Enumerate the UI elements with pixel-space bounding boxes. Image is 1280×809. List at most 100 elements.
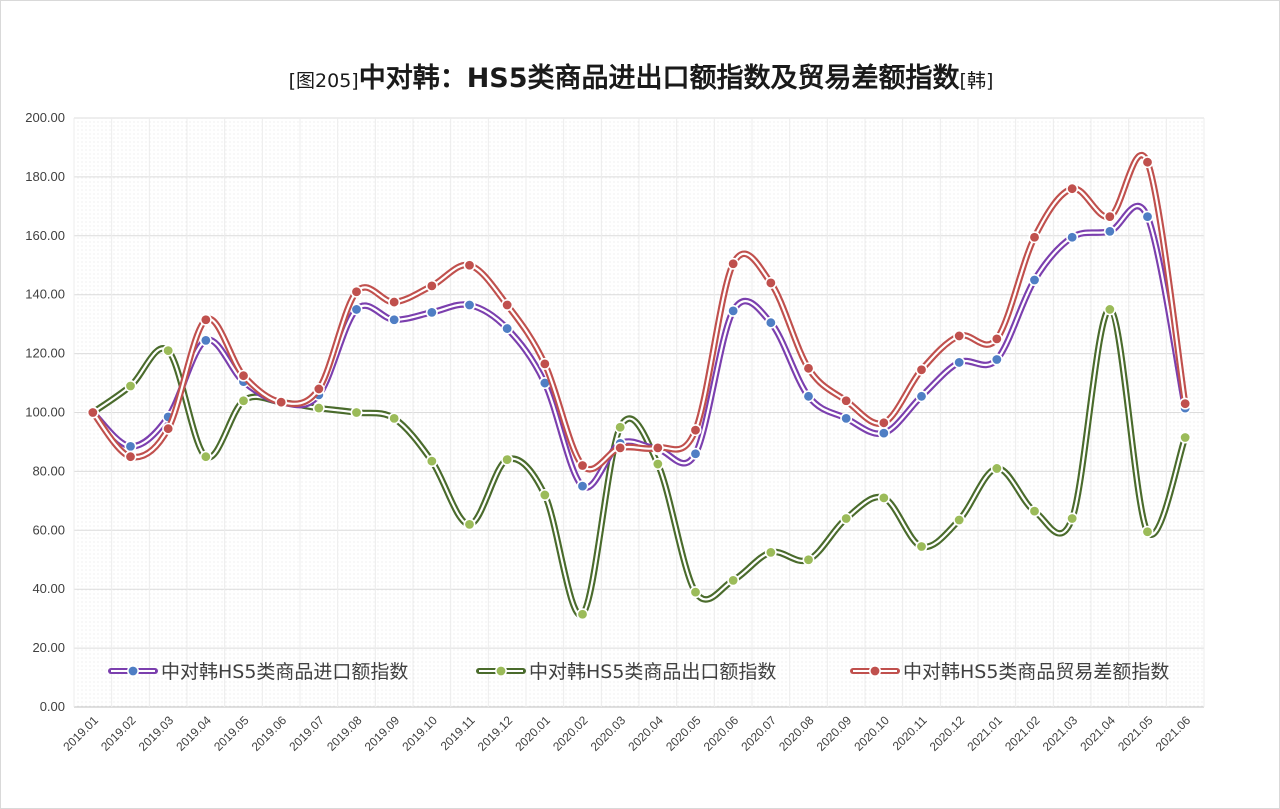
data-point xyxy=(1103,225,1116,238)
x-tick-label: 2019.10 xyxy=(399,713,440,754)
data-point xyxy=(1066,231,1079,244)
data-point xyxy=(877,491,890,504)
data-point xyxy=(501,299,514,312)
legend-label: 中对韩HS5类商品出口额指数 xyxy=(529,661,776,683)
data-point xyxy=(425,306,438,319)
x-tick-label: 2020.07 xyxy=(738,713,779,754)
data-point xyxy=(275,396,288,409)
data-point xyxy=(990,332,1003,345)
data-point xyxy=(614,441,627,454)
data-point xyxy=(576,459,589,472)
data-point xyxy=(199,450,212,463)
data-point xyxy=(840,394,853,407)
data-point xyxy=(312,382,325,395)
data-point xyxy=(877,416,890,429)
chart-title-main: 中对韩：HS5类商品进出口额指数及贸易差额指数 xyxy=(359,62,961,94)
data-point xyxy=(237,369,250,382)
data-point xyxy=(538,488,551,501)
data-point xyxy=(651,458,664,471)
y-tick-label: 60.00 xyxy=(32,522,65,537)
legend-item: 中对韩HS5类商品出口额指数 xyxy=(476,661,776,683)
legend-item: 中对韩HS5类商品进口额指数 xyxy=(108,661,408,683)
data-point xyxy=(237,394,250,407)
data-point xyxy=(802,390,815,403)
data-point xyxy=(1066,182,1079,195)
x-tick-label: 2019.06 xyxy=(249,713,290,754)
data-point xyxy=(425,455,438,468)
data-point xyxy=(689,586,702,599)
x-tick-label: 2021.06 xyxy=(1153,713,1194,754)
y-axis: 0.00 20.00 40.00 60.00 80.00 100.00 120.00 140.… xyxy=(25,110,65,714)
x-tick-label: 2019.12 xyxy=(475,713,516,754)
data-point xyxy=(915,363,928,376)
data-point xyxy=(689,424,702,437)
y-tick-label: 80.00 xyxy=(32,463,65,478)
data-point xyxy=(764,546,777,559)
legend-item: 中对韩HS5类商品贸易差额指数 xyxy=(850,661,1169,683)
x-tick-label: 2021.03 xyxy=(1040,713,1081,754)
y-tick-label: 120.00 xyxy=(25,346,65,361)
legend: 中对韩HS5类商品进口额指数 中对韩HS5类商品出口额指数 中对韩HS5类商品贸易差… xyxy=(108,661,1169,683)
data-point xyxy=(1141,210,1154,223)
data-point xyxy=(1028,505,1041,518)
chart-title-prefix: [图205] xyxy=(289,70,359,92)
data-point xyxy=(1028,231,1041,244)
data-point xyxy=(576,608,589,621)
y-tick-label: 140.00 xyxy=(25,287,65,302)
data-point xyxy=(86,406,99,419)
y-tick-label: 160.00 xyxy=(25,228,65,243)
data-point xyxy=(388,412,401,425)
x-tick-label: 2019.07 xyxy=(286,713,327,754)
x-tick-label: 2019.05 xyxy=(211,713,252,754)
x-tick-label: 2021.02 xyxy=(1002,713,1043,754)
data-point xyxy=(727,304,740,317)
data-point xyxy=(124,379,137,392)
x-tick-label: 2020.11 xyxy=(890,713,930,753)
data-point xyxy=(425,279,438,292)
data-point xyxy=(501,453,514,466)
x-tick-label: 2020.01 xyxy=(512,713,553,754)
data-point xyxy=(915,390,928,403)
data-point xyxy=(124,440,137,453)
data-point xyxy=(802,362,815,375)
legend-label: 中对韩HS5类商品贸易差额指数 xyxy=(903,661,1169,683)
data-point xyxy=(727,257,740,270)
data-point xyxy=(538,357,551,370)
x-tick-label: 2019.02 xyxy=(98,713,139,754)
data-point xyxy=(953,356,966,369)
data-point xyxy=(953,513,966,526)
data-point xyxy=(802,553,815,566)
chart-title-suffix: [韩] xyxy=(960,70,994,92)
x-tick-label: 2019.03 xyxy=(136,713,177,754)
data-point xyxy=(840,412,853,425)
legend-swatch-marker xyxy=(868,664,881,677)
data-point xyxy=(1141,156,1154,169)
data-point xyxy=(990,462,1003,475)
y-tick-label: 100.00 xyxy=(25,405,65,420)
x-tick-label: 2020.09 xyxy=(814,713,855,754)
data-point xyxy=(501,322,514,335)
data-point xyxy=(124,450,137,463)
data-point xyxy=(915,540,928,553)
data-point xyxy=(463,518,476,531)
data-point xyxy=(388,296,401,309)
data-point xyxy=(877,427,890,440)
x-tick-label: 2020.03 xyxy=(588,713,629,754)
y-tick-label: 20.00 xyxy=(32,640,65,655)
x-tick-label: 2020.08 xyxy=(776,713,817,754)
data-point xyxy=(199,313,212,326)
data-point xyxy=(689,447,702,460)
data-point xyxy=(764,316,777,329)
data-point xyxy=(1141,525,1154,538)
data-point xyxy=(727,574,740,587)
data-point xyxy=(651,441,664,454)
x-tick-label: 2020.04 xyxy=(625,713,666,754)
data-point xyxy=(1179,397,1192,410)
x-tick-label: 2021.05 xyxy=(1115,713,1156,754)
chart-title: [图205]中对韩：HS5类商品进出口额指数及贸易差额指数[韩] xyxy=(289,62,994,94)
data-point xyxy=(614,421,627,434)
data-point xyxy=(840,512,853,525)
data-point xyxy=(162,344,175,357)
